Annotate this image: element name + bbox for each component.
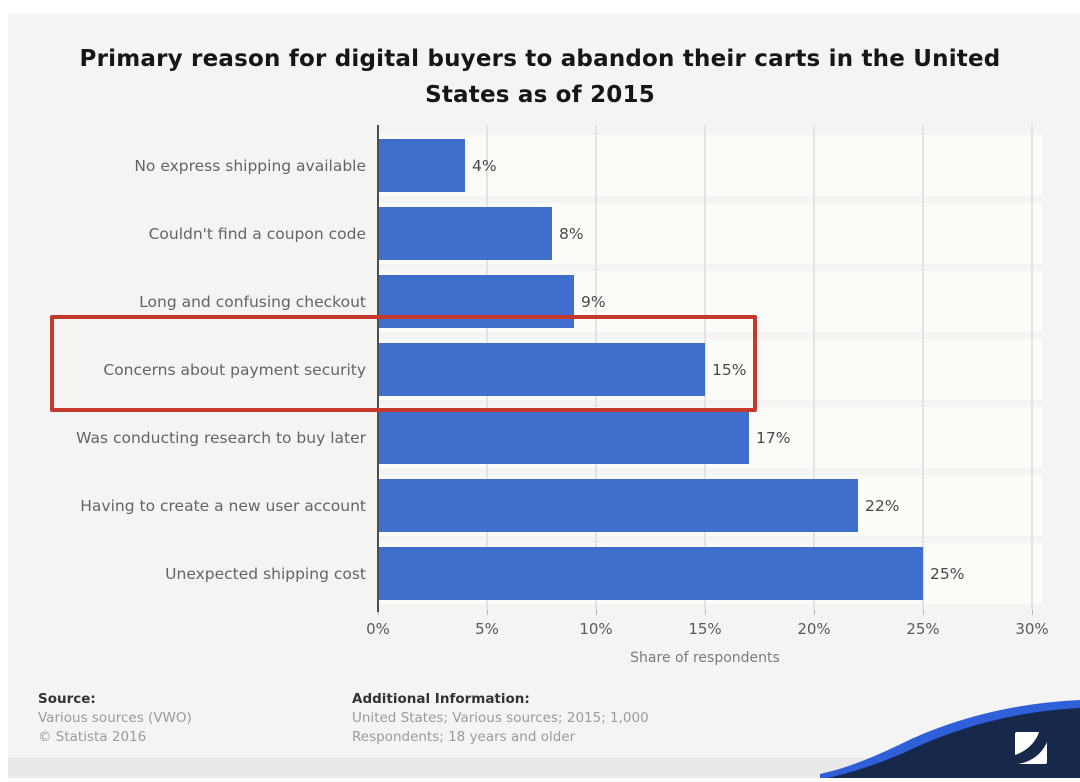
category-label: Concerns about payment security [103,360,366,379]
value-label: 8% [559,224,584,243]
category-label: No express shipping available [134,156,366,175]
bar [378,343,705,396]
value-label: 17% [756,428,791,447]
category-label: Was conducting research to buy later [76,428,366,447]
chart-title-line2: States as of 2015 [425,82,655,108]
highlight-annotation [50,315,757,412]
category-label: Unexpected shipping cost [165,564,366,583]
bottom-strip [8,758,1080,778]
x-tick-label: 20% [797,620,831,638]
footer-source: Source: Various sources (VWO) © Statista… [38,690,192,747]
plot-area: No express shipping available 4% Couldn't … [0,125,1080,615]
row-stripe [378,135,1042,196]
grid-line [1031,125,1033,610]
value-label: 25% [930,564,965,583]
tick-mark [923,610,924,615]
x-tick-label: 30% [1015,620,1049,638]
x-tick-label: 10% [579,620,613,638]
value-label: 22% [865,496,900,515]
source-line2: © Statista 2016 [38,729,147,745]
tick-mark [378,610,379,615]
source-label: Source: [38,691,96,707]
tick-mark [705,610,706,615]
additional-info-label: Additional Information: [352,691,530,707]
bar [378,479,858,532]
tick-mark [814,610,815,615]
x-axis-title: Share of respondents [630,650,780,666]
x-tick-label: 15% [688,620,722,638]
category-label: Long and confusing checkout [139,292,366,311]
tick-mark [1032,610,1033,615]
logo-mark-flash [1015,732,1047,764]
value-label: 15% [712,360,747,379]
grid-line [813,125,815,610]
additional-info-text: United States; Various sources; 2015; 1,… [352,710,649,745]
x-tick-label: 5% [475,620,499,638]
tick-mark [487,610,488,615]
grid-line [704,125,706,610]
chart-title-line1: Primary reason for digital buyers to aba… [79,46,1001,72]
bar [378,139,465,192]
x-tick-label: 0% [366,620,390,638]
x-tick-label: 25% [906,620,940,638]
grid-line [922,125,924,610]
chart-title: Primary reason for digital buyers to aba… [0,41,1080,113]
value-label: 4% [472,156,497,175]
statista-logo [820,698,1080,778]
bar [378,207,552,260]
bar [378,547,923,600]
statista-logo-svg [820,700,1080,778]
y-axis-line [377,125,379,612]
value-label: 9% [581,292,606,311]
category-label: Having to create a new user account [80,496,366,515]
category-label: Couldn't find a coupon code [148,224,366,243]
bar [378,275,574,328]
bar [378,411,749,464]
footer-additional: Additional Information: United States; V… [352,690,702,747]
tick-mark [596,610,597,615]
source-line1: Various sources (VWO) [38,710,192,726]
